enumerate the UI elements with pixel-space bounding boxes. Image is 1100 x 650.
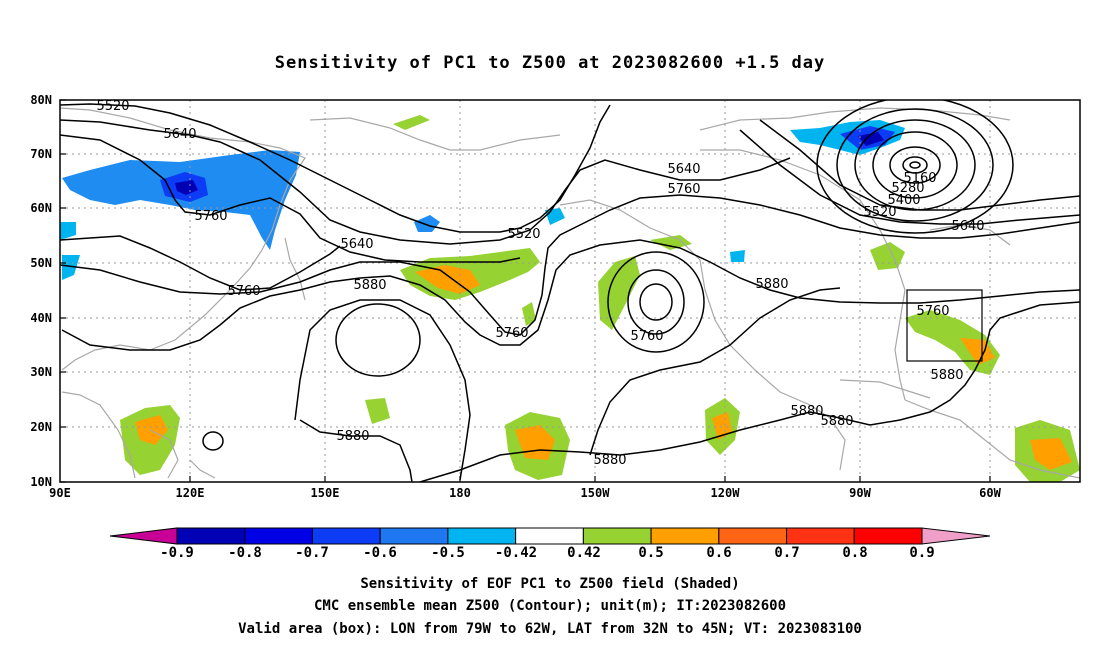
colorbar-swatch [786, 527, 855, 545]
colorbar: -0.9 -0.8 -0.7 -0.6 -0.5 -0.42 0.42 0.5 … [109, 527, 991, 561]
colorbar-swatch [582, 527, 652, 545]
blue-region-sea-okhotsk [414, 215, 440, 232]
colorbar-swatch [311, 527, 381, 545]
green-region-mid-pacific [365, 398, 390, 424]
green-region-bering [393, 115, 430, 130]
map-frame [59, 99, 1081, 483]
orange-region-tropical-atlantic [1030, 438, 1072, 470]
contour-label: 5880 [790, 404, 823, 419]
contour-label: 5880 [336, 429, 369, 444]
caption-line-1: Sensitivity of EOF PC1 to Z500 field (Sh… [360, 576, 739, 592]
lon-label: 150E [311, 486, 340, 500]
colorbar-label: 0.9 [909, 545, 934, 561]
contour-label: 5880 [353, 278, 386, 293]
colorbar-label: -0.6 [363, 545, 397, 561]
colorbar-swatch [176, 527, 246, 545]
blue-region-kamchatka [62, 150, 300, 250]
contour-label: 5640 [951, 219, 984, 234]
lat-label: 40N [30, 311, 52, 325]
lon-label: 90W [849, 486, 871, 500]
contour-label: 5880 [930, 368, 963, 383]
lon-label: 120W [711, 486, 741, 500]
colorbar-label: 0.6 [706, 545, 731, 561]
contour-label: 5520 [507, 227, 540, 242]
colorbar-label: 0.7 [774, 545, 799, 561]
blue-core-greenland-2 [858, 132, 884, 146]
colorbar-label: -0.8 [228, 545, 262, 561]
contour-label: 5520 [96, 99, 129, 114]
axis-ticks [60, 99, 991, 483]
colorbar-label: 0.42 [567, 545, 601, 561]
colorbar-label: -0.42 [495, 545, 537, 561]
colorbar-swatch [650, 527, 720, 545]
contour-label: 5760 [630, 329, 663, 344]
blue-region-east-canada [730, 250, 745, 262]
colorbar-swatch [515, 527, 584, 545]
captions: Sensitivity of EOF PC1 to Z500 field (Sh… [238, 576, 862, 637]
contour-label: 5760 [227, 284, 260, 299]
caption-line-3: Valid area (box): LON from 79W to 62W, L… [238, 621, 862, 637]
contour-label: 5760 [667, 182, 700, 197]
contour-label: 5880 [820, 414, 853, 429]
colorbar-swatch [447, 527, 517, 545]
valid-area-box [906, 289, 983, 362]
lat-label: 30N [30, 365, 52, 379]
longitude-labels: 90E 120E 150E 180 150W 120W 90W 60W [49, 486, 1001, 500]
lat-lon-grid [60, 100, 1080, 482]
colorbar-swatch [244, 527, 313, 545]
lat-label: 50N [30, 256, 52, 270]
lat-label: 20N [30, 420, 52, 434]
colorbar-swatch [853, 527, 923, 545]
contour-label: 5520 [863, 205, 896, 220]
colorbar-label: -0.9 [160, 545, 194, 561]
lat-label: 60N [30, 201, 52, 215]
negative-sensitivity-shading [60, 120, 905, 280]
contour-label: 5880 [593, 453, 626, 468]
latitude-labels: 80N 70N 60N 50N 40N 30N 20N 10N [30, 93, 52, 489]
contour-label: 5760 [194, 209, 227, 224]
z500-contours [60, 100, 1080, 482]
coastlines [60, 107, 1080, 479]
contour-label: 5760 [495, 326, 528, 341]
figure-title: Sensitivity of PC1 to Z500 at 2023082600… [275, 53, 826, 73]
colorbar-right-arrow [921, 527, 991, 545]
contour-label: 5880 [755, 277, 788, 292]
positive-sensitivity-shading [120, 115, 1080, 482]
colorbar-label: 0.8 [842, 545, 867, 561]
green-region-gulf-alaska [598, 256, 640, 330]
green-region-canada-west [650, 235, 692, 250]
lat-label: 80N [30, 93, 52, 107]
colorbar-swatch [718, 527, 788, 545]
lon-label: 150W [581, 486, 611, 500]
lat-label: 10N [30, 475, 52, 489]
colorbar-label: 0.5 [638, 545, 663, 561]
lon-label: 90E [49, 486, 71, 500]
colorbar-left-arrow [109, 527, 178, 545]
lon-label: 60W [979, 486, 1001, 500]
blue-core-kamchatka-2 [175, 180, 198, 195]
colorbar-label: -0.5 [431, 545, 465, 561]
contour-label: 5640 [667, 162, 700, 177]
green-region-bc [522, 302, 536, 326]
orange-region-west-pacific [135, 415, 168, 445]
contour-label: 5640 [163, 127, 196, 142]
blue-region-west-edge-2 [62, 255, 80, 280]
contour-label: 5760 [916, 304, 949, 319]
contour-label: 5400 [887, 193, 920, 208]
lon-label: 120E [176, 486, 205, 500]
caption-line-2: CMC ensemble mean Z500 (Contour); unit(m… [314, 598, 786, 614]
contour-label: 5160 [903, 171, 936, 186]
blue-region-west-edge [60, 222, 76, 240]
map-panel: 5520 5640 5760 5640 5760 5880 5880 5760 … [30, 93, 1081, 500]
contour-labels: 5520 5640 5760 5640 5760 5880 5880 5760 … [96, 99, 984, 468]
orange-region-east-pacific [712, 412, 732, 440]
contour-label: 5280 [891, 181, 924, 196]
contour-label: 5640 [340, 237, 373, 252]
colorbar-swatch [379, 527, 449, 545]
lat-label: 70N [30, 147, 52, 161]
lon-label: 180 [449, 486, 471, 500]
colorbar-label: -0.7 [295, 545, 329, 561]
